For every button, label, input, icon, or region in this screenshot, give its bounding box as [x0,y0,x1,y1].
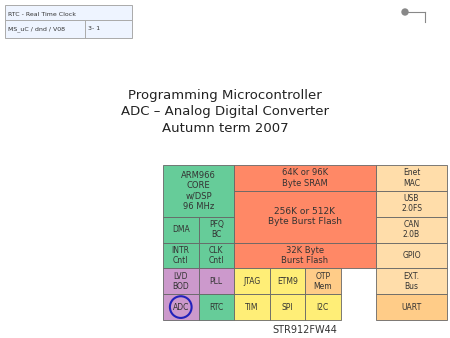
FancyBboxPatch shape [198,294,234,320]
Text: SPI: SPI [281,303,293,312]
Text: Enet
MAC: Enet MAC [403,168,420,188]
FancyBboxPatch shape [163,294,198,320]
FancyBboxPatch shape [163,165,234,217]
FancyBboxPatch shape [198,217,234,242]
Text: PFQ
BC: PFQ BC [209,220,224,239]
Text: I2C: I2C [317,303,329,312]
Text: ETM9: ETM9 [277,277,298,286]
Text: CAN
2.0B: CAN 2.0B [403,220,420,239]
Text: MS_uC / dnd / V08: MS_uC / dnd / V08 [8,26,65,32]
Text: ADC – Analog Digital Converter: ADC – Analog Digital Converter [121,105,329,119]
Text: EXT.
Bus: EXT. Bus [404,271,419,291]
FancyBboxPatch shape [376,268,447,294]
Text: RTC - Real Time Clock: RTC - Real Time Clock [8,11,76,17]
Text: 32K Byte
Burst Flash: 32K Byte Burst Flash [281,246,328,265]
FancyBboxPatch shape [234,268,270,294]
FancyBboxPatch shape [163,268,198,294]
FancyBboxPatch shape [234,191,376,242]
FancyBboxPatch shape [376,294,447,320]
FancyBboxPatch shape [376,165,447,191]
FancyBboxPatch shape [5,5,132,20]
Text: CLK
Cntl: CLK Cntl [208,246,224,265]
Text: JTAG: JTAG [243,277,261,286]
FancyBboxPatch shape [376,191,447,217]
FancyBboxPatch shape [234,165,376,191]
Text: STR912FW44: STR912FW44 [273,325,338,335]
Text: 256K or 512K
Byte Burst Flash: 256K or 512K Byte Burst Flash [268,207,342,226]
FancyBboxPatch shape [305,294,341,320]
Text: 64K or 96K
Byte SRAM: 64K or 96K Byte SRAM [282,168,328,188]
Text: Programming Microcontroller: Programming Microcontroller [128,89,322,101]
FancyBboxPatch shape [163,242,198,268]
Text: TIM: TIM [245,303,258,312]
Text: LVD
BOD: LVD BOD [172,271,189,291]
Text: ADC: ADC [172,303,189,312]
FancyBboxPatch shape [198,268,234,294]
Circle shape [402,9,408,15]
FancyBboxPatch shape [270,268,305,294]
Text: UART: UART [401,303,422,312]
Text: OTP
Mem: OTP Mem [314,271,332,291]
Text: GPIO: GPIO [402,251,421,260]
Text: DMA: DMA [172,225,189,234]
Text: ARM966
CORE
w/DSP
96 MHz: ARM966 CORE w/DSP 96 MHz [181,171,216,211]
FancyBboxPatch shape [5,20,132,38]
Text: 3- 1: 3- 1 [88,26,100,31]
FancyBboxPatch shape [270,294,305,320]
Text: PLL: PLL [210,277,223,286]
FancyBboxPatch shape [234,242,376,268]
FancyBboxPatch shape [376,217,447,242]
Text: RTC: RTC [209,303,223,312]
FancyBboxPatch shape [234,294,270,320]
FancyBboxPatch shape [163,217,198,242]
Text: INTR
Cntl: INTR Cntl [172,246,190,265]
FancyBboxPatch shape [305,268,341,294]
Text: Autumn term 2007: Autumn term 2007 [162,122,288,136]
FancyBboxPatch shape [376,242,447,268]
Text: USB
2.0FS: USB 2.0FS [401,194,422,214]
FancyBboxPatch shape [198,242,234,268]
